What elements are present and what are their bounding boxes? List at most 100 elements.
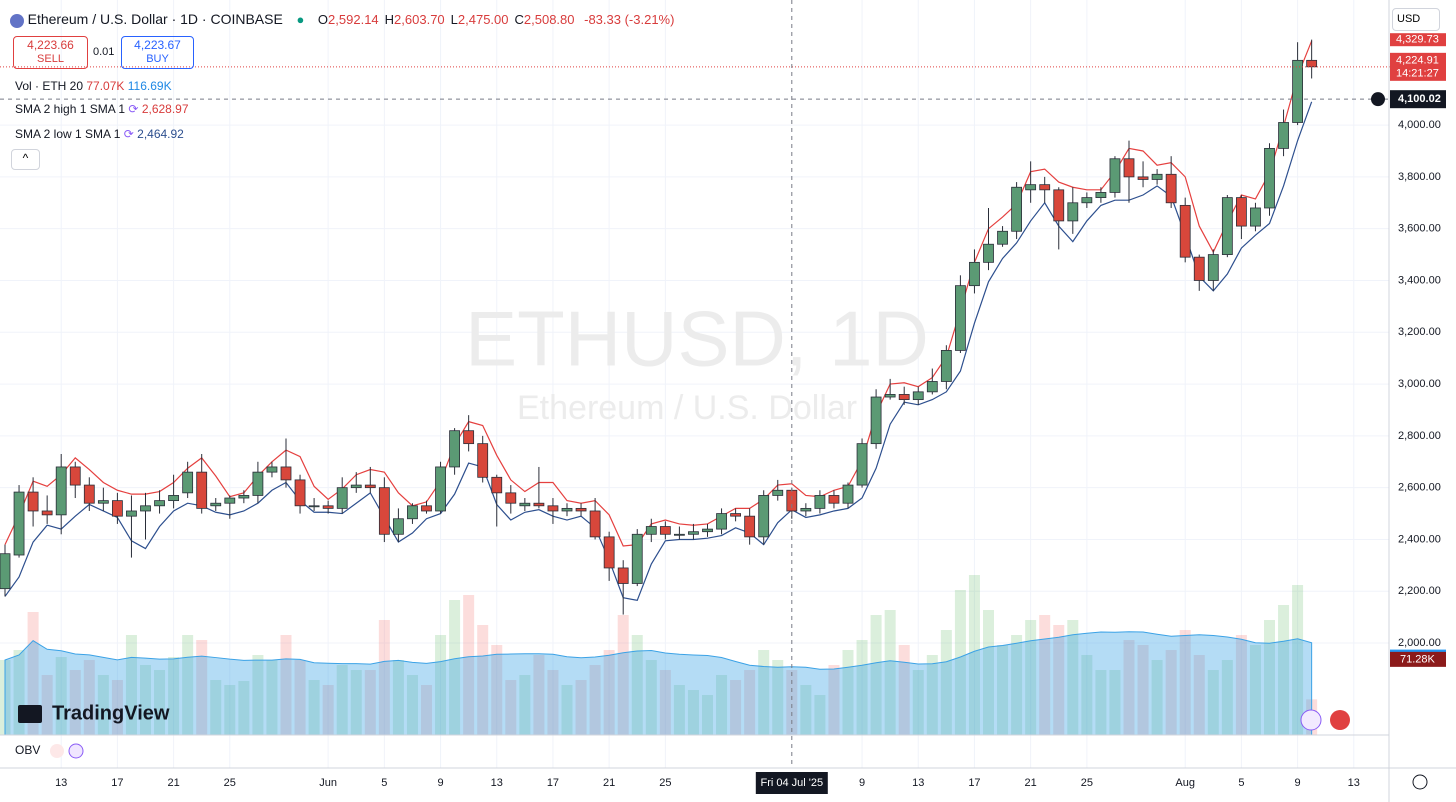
candle-body — [421, 505, 432, 512]
candle-body — [1165, 173, 1177, 204]
ohlc-item: L2,475.00 — [451, 12, 509, 27]
symbol[interactable]: Ethereum / U.S. Dollar · 1D · COINBASE — [27, 11, 283, 27]
volume-bar — [1235, 635, 1247, 735]
x-tick-label: 21 — [1025, 777, 1037, 789]
add-alert-button[interactable] — [1371, 92, 1385, 107]
volume-bar — [378, 620, 390, 735]
volume-bar — [224, 685, 236, 735]
market-status: ● — [296, 12, 305, 27]
candle-body — [659, 526, 671, 535]
volume-layer — [0, 575, 1318, 735]
settings-gear[interactable] — [1412, 774, 1428, 790]
volume-bar — [154, 670, 166, 735]
volume-bar — [589, 665, 601, 735]
warning-icon[interactable] — [50, 744, 64, 758]
ohlc-value: 2,592.14 — [328, 12, 379, 27]
volume-bar — [308, 680, 320, 735]
volume-bar — [1165, 650, 1177, 735]
volume-bar — [786, 670, 798, 735]
candle-body — [589, 510, 601, 538]
last-tag-label: 4,224.91 — [1396, 55, 1439, 67]
volume-bar — [1109, 670, 1121, 735]
candle-body — [41, 510, 53, 516]
candle-body — [0, 553, 11, 590]
candle-body — [926, 381, 938, 393]
ohlc-value: 2,508.80 — [523, 12, 575, 27]
collapse-button[interactable]: ^ — [11, 149, 40, 170]
volume-bar — [97, 675, 109, 735]
vol-last-tag-bg — [1390, 651, 1446, 667]
candle-body — [55, 466, 67, 516]
candle-body — [758, 495, 770, 538]
candle-body — [1123, 158, 1135, 178]
x-tick-label: 9 — [859, 777, 865, 789]
volume-bar — [533, 655, 545, 735]
symbol-line: Ethereum / U.S. Dollar · 1D · COINBASE ●… — [10, 11, 674, 28]
candle-body — [392, 518, 404, 535]
eth-icon — [10, 13, 24, 28]
candle-body — [730, 513, 741, 517]
candle-body — [13, 491, 25, 556]
volume-bar — [1264, 620, 1275, 735]
replay-icon[interactable] — [1300, 709, 1322, 731]
candle-body — [884, 394, 896, 398]
indicator-value: 2,628.97 — [141, 102, 189, 116]
candle-body — [575, 507, 587, 512]
buy-button[interactable]: 4,223.67 BUY — [121, 36, 194, 69]
candle-body — [1207, 254, 1219, 281]
x-tick-label: 17 — [547, 777, 559, 789]
candle-body — [800, 507, 812, 512]
candle-body — [477, 443, 489, 478]
volume-bar — [1011, 635, 1023, 735]
candle-body — [266, 466, 278, 473]
brand: TradingView — [52, 702, 170, 724]
volume-bar — [111, 680, 123, 735]
sma-high-indicator: SMA 2 high 1 SMA 1 ⟳ 2,628.97 — [15, 102, 189, 116]
volume-bar — [631, 635, 643, 735]
currency[interactable]: USD — [1392, 8, 1440, 31]
candle-body — [547, 505, 559, 512]
volume-bar — [842, 650, 854, 735]
candle-body — [308, 505, 320, 508]
indicator-name: Vol · ETH 20 — [15, 79, 84, 93]
volume-bar — [687, 690, 699, 735]
candle-body — [224, 497, 236, 504]
y-tick-label: 3,200.00 — [1398, 326, 1441, 338]
volume-bar — [125, 635, 137, 735]
indicator-value: 2,464.92 — [137, 127, 184, 141]
brand-logo — [18, 705, 42, 723]
volume-bar — [406, 675, 418, 735]
ohlc-key: C — [514, 12, 524, 27]
x-tick-label: 21 — [603, 777, 615, 789]
sma-high-line — [4, 40, 1313, 547]
x-tick-label: 13 — [1348, 777, 1360, 789]
ohlc-value: 2,475.00 — [457, 12, 509, 27]
ohlc-key: L — [450, 12, 458, 27]
volume-bar — [463, 595, 475, 735]
candle-body — [1137, 176, 1149, 180]
sell-button[interactable]: 4,223.66 SELL — [13, 36, 88, 69]
candle-body — [688, 531, 699, 535]
candle-body — [69, 466, 81, 486]
volume-bar — [954, 590, 966, 735]
candle-body — [449, 430, 461, 468]
y-tick-label: 2,800.00 — [1398, 430, 1441, 442]
flag-icon[interactable] — [1330, 710, 1350, 730]
sell-label: SELL — [37, 53, 64, 65]
candle-body — [168, 495, 180, 502]
candle-body — [674, 533, 685, 536]
y-tick-label: 2,000.00 — [1398, 637, 1441, 649]
candle-body — [645, 526, 657, 535]
spread: 0.01 — [93, 46, 115, 58]
candle-body — [1067, 202, 1079, 222]
candle-body — [463, 430, 475, 445]
indicator-value: 77.07K — [86, 79, 125, 93]
volume-bar — [575, 680, 587, 735]
lower-pane-label: OBV — [15, 743, 40, 757]
candle-body — [1109, 158, 1121, 193]
candle-body — [350, 484, 362, 489]
candle-body — [814, 495, 826, 509]
settings-icon[interactable] — [68, 743, 84, 759]
